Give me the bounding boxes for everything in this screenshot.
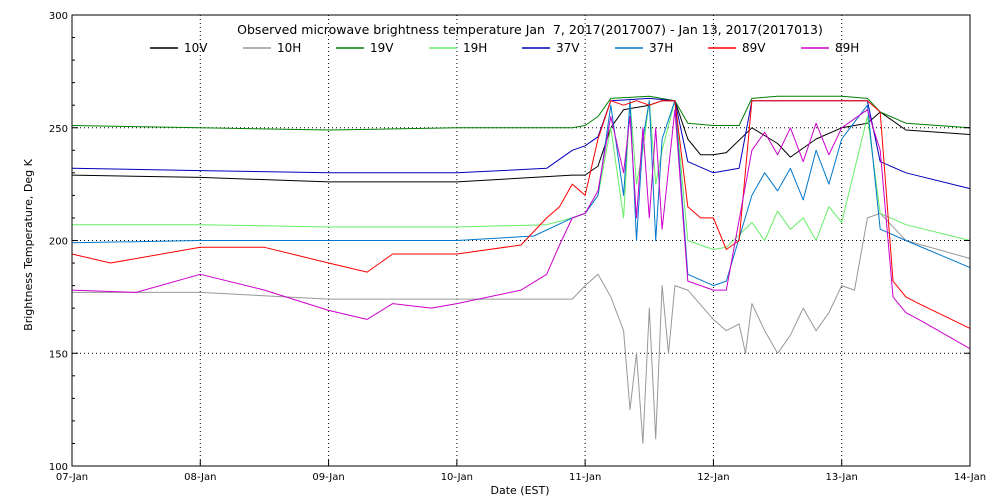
tick-layer: 07-Jan 08-Jan 09-Jan 10-Jan 11-Jan 12-Jan 13-J… (49, 11, 986, 483)
series-layer (71, 95, 971, 444)
legend-label-19h: 19H (463, 41, 487, 55)
series-line-89h (71, 109, 971, 350)
x-tick-label: 12-Jan (697, 472, 729, 483)
x-tick-label: 13-Jan (826, 472, 858, 483)
x-tick-label: 08-Jan (184, 472, 216, 483)
y-tick-label: 100 (49, 462, 68, 473)
legend-label-19v: 19V (370, 41, 394, 55)
x-axis-label: Date (EST) (490, 484, 549, 497)
legend-label-37v: 37V (556, 41, 580, 55)
legend: 10V 10H 19V 19H 37V 37H 89V 89H (150, 41, 859, 55)
y-tick-label: 200 (49, 237, 68, 248)
chart-title: Observed microwave brightness temperatur… (237, 22, 823, 37)
y-tick-label: 300 (49, 11, 68, 22)
x-tick-label: 14-Jan (954, 472, 986, 483)
y-tick-label: 250 (49, 124, 68, 135)
series-line-10v (71, 100, 971, 183)
y-tick-label: 150 (49, 349, 68, 360)
series-line-89v (71, 100, 971, 329)
y-axis-label: Brightness Temperature, Deg K (22, 158, 35, 330)
legend-label-89h: 89H (835, 41, 859, 55)
x-tick-label: 11-Jan (569, 472, 601, 483)
x-tick-label: 09-Jan (312, 472, 344, 483)
x-tick-label: 07-Jan (56, 472, 88, 483)
x-tick-label: 10-Jan (441, 472, 473, 483)
legend-label-10v: 10V (184, 41, 208, 55)
legend-label-89v: 89V (742, 41, 766, 55)
legend-label-10h: 10H (277, 41, 301, 55)
series-line-10h (72, 212, 971, 444)
legend-label-37h: 37H (649, 41, 673, 55)
